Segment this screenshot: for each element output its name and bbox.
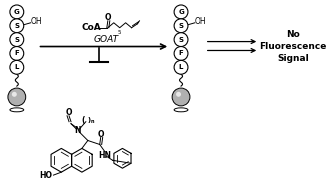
Text: $\mathbf{(}$: $\mathbf{(}$ xyxy=(81,114,86,126)
Text: G: G xyxy=(14,9,20,15)
Text: L: L xyxy=(179,64,183,70)
Text: L: L xyxy=(15,64,19,70)
Circle shape xyxy=(174,46,188,60)
Text: F: F xyxy=(14,50,19,57)
Text: O: O xyxy=(98,130,105,139)
Text: 5: 5 xyxy=(118,30,122,35)
Circle shape xyxy=(10,19,24,33)
Circle shape xyxy=(174,5,188,19)
Text: HO: HO xyxy=(39,171,52,180)
Text: $\mathbf{)_n}$: $\mathbf{)_n}$ xyxy=(87,116,95,126)
Text: No
Fluorescence
Signal: No Fluorescence Signal xyxy=(259,30,327,63)
Text: S: S xyxy=(14,23,19,29)
Text: GOAT: GOAT xyxy=(93,35,119,44)
Text: S: S xyxy=(179,37,183,43)
Circle shape xyxy=(174,60,188,74)
Text: CoA: CoA xyxy=(81,23,101,32)
Text: G: G xyxy=(178,9,184,15)
Text: S: S xyxy=(179,23,183,29)
Text: N: N xyxy=(75,126,81,135)
Text: HN: HN xyxy=(98,151,111,160)
Circle shape xyxy=(172,88,190,106)
Text: OH: OH xyxy=(195,17,206,26)
Text: OH: OH xyxy=(31,17,42,26)
Text: O: O xyxy=(105,13,112,22)
Circle shape xyxy=(10,46,24,60)
Circle shape xyxy=(10,33,24,46)
Circle shape xyxy=(176,92,181,97)
Circle shape xyxy=(8,88,26,106)
Circle shape xyxy=(10,60,24,74)
Text: O: O xyxy=(66,108,72,117)
Text: S: S xyxy=(14,37,19,43)
Circle shape xyxy=(174,19,188,33)
Circle shape xyxy=(10,5,24,19)
Text: F: F xyxy=(179,50,183,57)
Circle shape xyxy=(174,33,188,46)
Circle shape xyxy=(12,92,17,97)
